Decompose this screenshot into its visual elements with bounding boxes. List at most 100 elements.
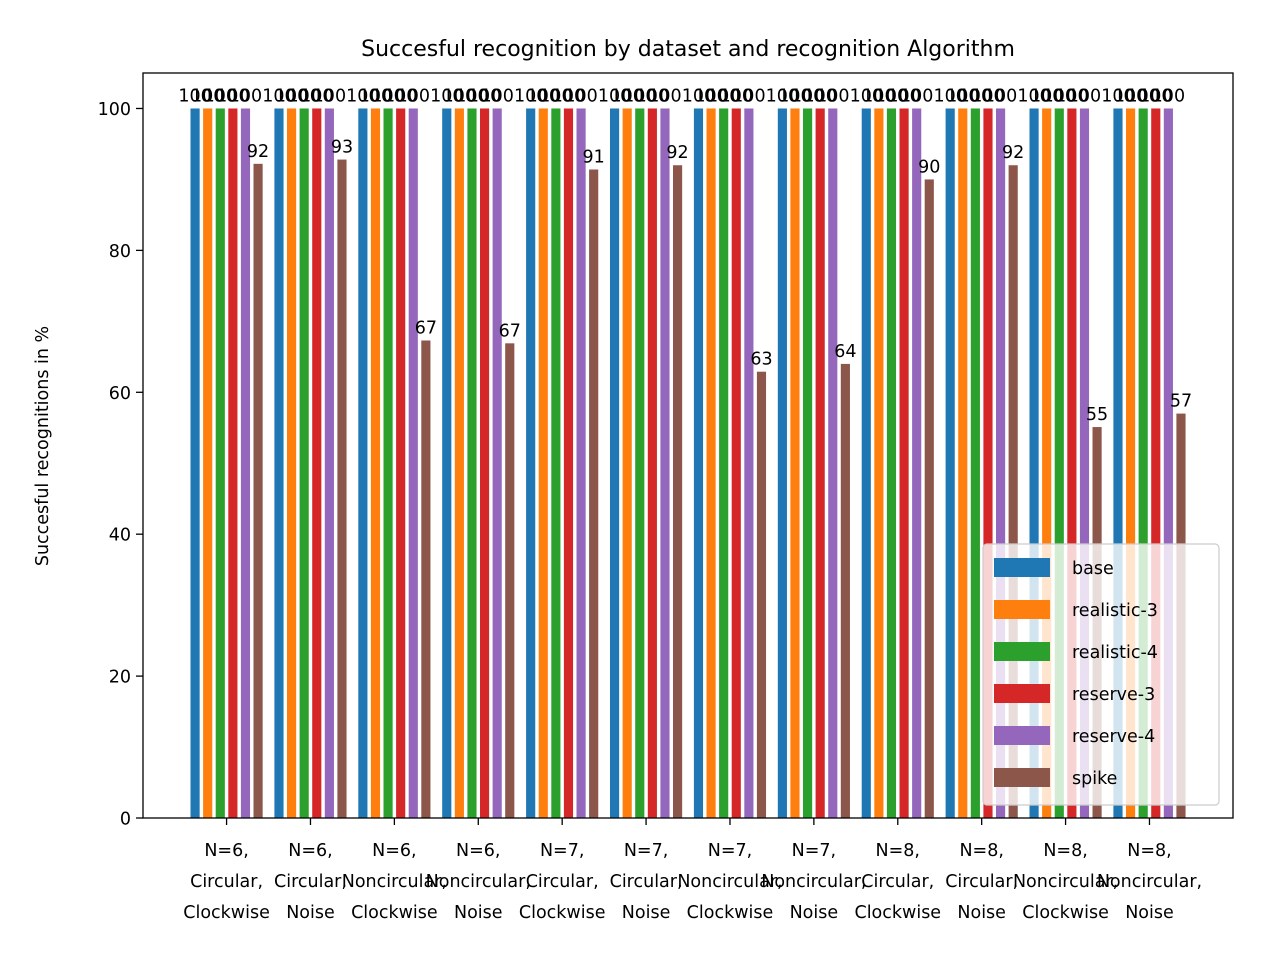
bar-reserve-4-5 xyxy=(576,108,586,818)
bar-base-4 xyxy=(442,108,452,818)
bar-reserve-3-12 xyxy=(1151,108,1161,818)
data-label-realistic-3-4: 100 xyxy=(443,86,476,106)
data-label-spike-8: 64 xyxy=(834,342,856,362)
bar-base-10 xyxy=(945,108,955,818)
bar-reserve-3-3 xyxy=(396,108,406,818)
bar-realistic-4-5 xyxy=(551,108,561,818)
bar-realistic-3-2 xyxy=(287,108,297,818)
legend-swatch-reserve-3 xyxy=(994,684,1050,703)
bar-realistic-4-9 xyxy=(886,108,897,818)
x-tick-label: N=7, Circular, Noise xyxy=(610,841,683,923)
data-label-realistic-4-11: 100 xyxy=(1043,86,1076,106)
y-tick-label: 40 xyxy=(109,526,131,546)
data-label-realistic-4-8: 100 xyxy=(791,86,824,106)
data-label-realistic-4-3: 100 xyxy=(371,86,404,106)
data-label-spike-10: 92 xyxy=(1002,143,1024,163)
bar-reserve-4-6 xyxy=(660,108,670,818)
bar-realistic-4-8 xyxy=(803,108,813,818)
data-label-realistic-3-5: 100 xyxy=(527,86,560,106)
data-label-reserve-3-11: 100 xyxy=(1055,86,1088,106)
bar-spike-10 xyxy=(1008,165,1018,818)
bar-spike-6 xyxy=(673,165,683,818)
bar-reserve-4-9 xyxy=(912,108,922,818)
legend-label-realistic-3: realistic-3 xyxy=(1072,601,1158,621)
data-label-spike-6: 92 xyxy=(666,143,688,163)
data-label-reserve-4-2: 100 xyxy=(313,86,346,106)
bar-base-11 xyxy=(1029,108,1039,818)
data-label-realistic-4-12: 100 xyxy=(1126,86,1159,106)
data-label-spike-2: 93 xyxy=(331,138,353,158)
x-tick-label: N=6, Circular, Noise xyxy=(274,841,347,923)
bar-base-3 xyxy=(358,108,368,818)
bar-realistic-4-4 xyxy=(467,108,477,818)
x-tick-label: N=8, Noncircular, Clockwise xyxy=(1013,841,1118,923)
data-label-spike-12: 57 xyxy=(1170,392,1192,412)
bar-spike-8 xyxy=(840,363,850,818)
x-tick-label: N=7, Noncircular, Noise xyxy=(761,841,866,923)
bar-realistic-3-3 xyxy=(370,108,381,818)
data-label-reserve-4-7: 100 xyxy=(732,86,765,106)
bar-reserve-4-12 xyxy=(1163,108,1173,818)
bar-realistic-4-3 xyxy=(383,108,393,818)
bar-realistic-4-1 xyxy=(215,108,225,818)
legend: base realistic-3 realistic-4 reserve-3 reser… xyxy=(982,543,1220,806)
x-tick-label: N=6, Circular, Clockwise xyxy=(183,841,270,923)
bar-reserve-4-7 xyxy=(744,108,754,818)
legend-label-realistic-4: realistic-4 xyxy=(1072,643,1158,663)
y-axis-label: Succesful recognitions in % xyxy=(33,326,53,566)
chart-title: Succesful recognition by dataset and rec… xyxy=(361,37,1015,62)
data-label-realistic-4-5: 100 xyxy=(539,86,572,106)
data-label-realistic-4-2: 100 xyxy=(287,86,320,106)
bars-layer xyxy=(190,108,1186,819)
data-label-reserve-3-3: 100 xyxy=(384,86,417,106)
bar-spike-9 xyxy=(924,179,934,818)
bar-base-2 xyxy=(274,108,284,818)
data-label-reserve-4-10: 100 xyxy=(984,86,1017,106)
x-tick-label: N=8, Circular, Clockwise xyxy=(854,841,941,923)
bar-spike-3 xyxy=(421,340,431,818)
x-tick-label: N=6, Noncircular, Noise xyxy=(426,841,531,923)
data-label-realistic-4-4: 100 xyxy=(455,86,488,106)
data-label-reserve-4-6: 100 xyxy=(648,86,681,106)
bar-reserve-3-8 xyxy=(815,108,825,818)
data-label-base-2: 100 xyxy=(262,86,295,106)
bar-spike-4 xyxy=(505,343,515,818)
y-tick-label: 60 xyxy=(109,384,131,404)
bar-spike-7 xyxy=(756,371,767,818)
legend-swatch-base xyxy=(994,558,1050,577)
x-tick-label: N=7, Noncircular, Clockwise xyxy=(677,841,782,923)
data-label-realistic-3-6: 100 xyxy=(610,86,643,106)
bar-spike-2 xyxy=(337,159,347,819)
legend-swatch-realistic-3 xyxy=(994,600,1050,619)
x-tick-label: N=6, Noncircular, Clockwise xyxy=(342,841,447,923)
bar-base-12 xyxy=(1113,108,1123,818)
y-tick-label: 20 xyxy=(109,668,131,688)
legend-label-reserve-3: reserve-3 xyxy=(1072,685,1155,705)
bar-realistic-3-9 xyxy=(874,108,884,818)
legend-box xyxy=(982,543,1220,806)
bar-realistic-3-11 xyxy=(1042,108,1052,818)
bar-reserve-3-7 xyxy=(731,108,741,818)
bar-realistic-4-7 xyxy=(719,108,729,818)
data-label-base-7: 100 xyxy=(682,86,715,106)
bar-base-9 xyxy=(861,108,871,818)
data-label-realistic-4-1: 100 xyxy=(204,86,237,106)
data-label-realistic-3-11: 100 xyxy=(1030,86,1063,106)
bar-realistic-4-11 xyxy=(1054,108,1064,818)
bar-reserve-3-2 xyxy=(312,108,322,818)
data-label-reserve-3-8: 100 xyxy=(803,86,836,106)
data-label-spike-1: 92 xyxy=(247,142,269,162)
data-label-realistic-4-6: 100 xyxy=(623,86,656,106)
y-tick-label: 100 xyxy=(98,100,131,120)
data-label-reserve-3-4: 100 xyxy=(468,86,501,106)
bar-realistic-4-10 xyxy=(970,108,980,818)
plot-area-frame xyxy=(142,72,1234,819)
data-label-reserve-4-5: 100 xyxy=(564,86,597,106)
data-label-realistic-3-1: 100 xyxy=(191,86,224,106)
legend-label-base: base xyxy=(1072,559,1114,579)
data-label-base-11: 100 xyxy=(1017,86,1050,106)
bar-reserve-3-1 xyxy=(228,108,238,818)
data-label-base-4: 100 xyxy=(430,86,463,106)
data-label-reserve-3-1: 100 xyxy=(216,86,249,106)
data-label-realistic-4-10: 100 xyxy=(959,86,992,106)
